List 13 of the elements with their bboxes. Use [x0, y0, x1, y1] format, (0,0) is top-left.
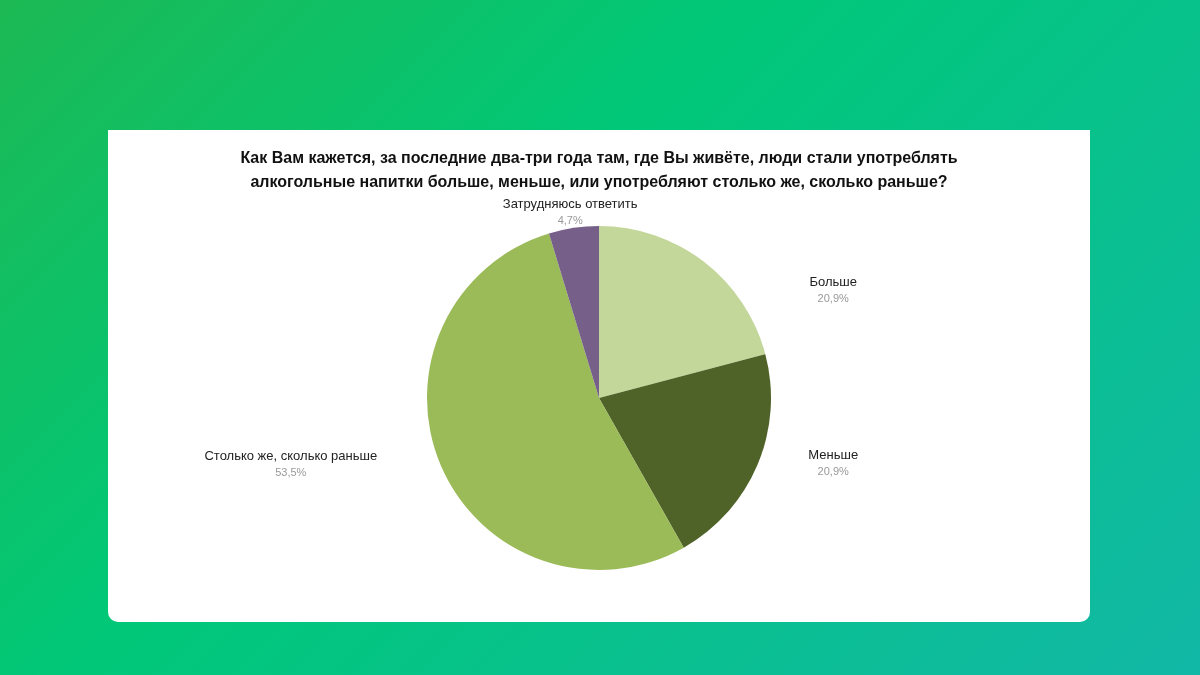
chart-title: Как Вам кажется, за последние два-три года там, где Вы живёте, люди стали употреблять алкогольные напитки больше, меньше, или употребляют столько же, сколько раньше?	[240, 149, 958, 191]
pie-slice	[427, 233, 684, 570]
slice-label: Меньше	[808, 446, 859, 462]
data-label: 53,5%	[275, 465, 307, 478]
slice-label: Столько же, сколько раньше	[204, 447, 378, 463]
slice-label: Больше	[809, 274, 857, 290]
pie-slice	[599, 354, 771, 548]
slice-label: Затрудняюсь ответить	[502, 196, 638, 212]
pie-slice	[548, 226, 599, 398]
data-label: 20,9%	[817, 292, 850, 305]
data-label: 4,7%	[557, 214, 583, 227]
pie-slice	[599, 226, 766, 398]
data-label: 20,9%	[817, 464, 850, 477]
